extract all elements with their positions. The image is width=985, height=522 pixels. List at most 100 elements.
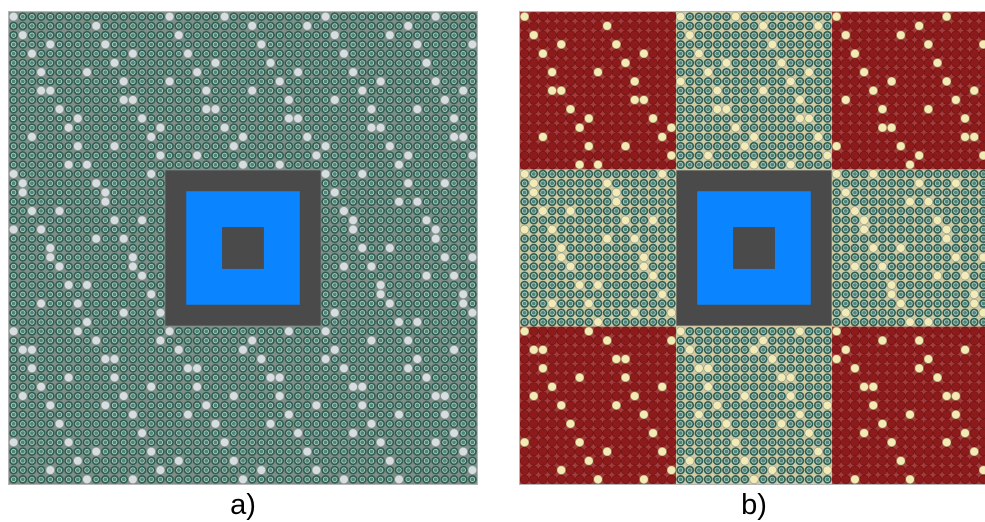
fuel-pin-core <box>433 320 438 324</box>
fuel-pin-core <box>360 227 365 232</box>
fuel-pin-core <box>406 199 410 204</box>
fuel-pin-core <box>388 107 392 111</box>
fuel-pin-core <box>360 33 365 37</box>
fuel-pin-core <box>11 33 16 37</box>
fuel-pin-core <box>149 116 154 121</box>
fuel-pin-core <box>48 70 53 74</box>
fuel-pin-core <box>360 70 365 74</box>
fuel-pin-core <box>351 329 355 334</box>
fuel-pin-core <box>342 98 346 102</box>
fuel-pin-core <box>149 264 154 269</box>
fuel-pin-core <box>195 144 199 149</box>
fuel-pin-core <box>39 172 43 176</box>
fuel-pin-core <box>103 264 108 269</box>
fuel-pin-core <box>277 347 282 352</box>
fuel-pin-core <box>415 292 420 297</box>
fuel-pin-core <box>378 70 383 74</box>
fuel-pin-core <box>176 88 181 93</box>
fuel-pin-core <box>296 329 300 334</box>
fuel-pin-core <box>461 264 466 269</box>
fuel-pin-core <box>433 181 438 186</box>
fuel-pin-light <box>247 21 257 31</box>
fuel-pin-core <box>452 209 456 213</box>
fuel-pin-core <box>232 14 236 19</box>
fuel-pin-core <box>66 70 71 74</box>
fuel-pin-core <box>424 107 429 111</box>
fuel-pin-core <box>20 144 25 149</box>
fuel-pin-core <box>232 385 236 389</box>
fuel-pin-core <box>57 61 62 65</box>
fuel-pin-core <box>424 357 429 361</box>
fuel-pin-core <box>351 273 355 278</box>
fuel-pin-core <box>443 88 447 93</box>
fuel-pin-core <box>222 329 227 334</box>
fuel-pin-core <box>167 107 172 111</box>
fuel-pin-core <box>241 107 245 111</box>
fuel-pin-light <box>109 372 120 383</box>
fuel-pin-core <box>351 246 355 250</box>
fuel-pin-core <box>112 24 117 28</box>
fuel-pin-core <box>397 125 401 130</box>
fuel-pin-light <box>449 345 459 355</box>
fuel-pin-core <box>94 135 98 139</box>
fuel-pin-core <box>149 107 154 111</box>
fuel-pin-light <box>155 123 166 133</box>
fuel-pin-core <box>30 70 34 74</box>
fuel-pin-light <box>100 39 110 50</box>
fuel-pin-core <box>388 273 392 278</box>
fuel-pin-core <box>433 107 438 111</box>
fuel-pin-light <box>275 76 285 87</box>
fuel-pin-core <box>213 153 218 158</box>
fuel-pin-core <box>213 366 218 371</box>
fuel-pin-light <box>82 160 92 170</box>
fuel-pin-core <box>112 227 117 232</box>
fuel-pin-core <box>433 172 438 176</box>
fuel-pin-light <box>403 335 413 346</box>
fuel-pin-core <box>131 88 135 93</box>
fuel-pin-core <box>433 338 438 343</box>
fuel-pin-core <box>332 70 337 74</box>
fuel-pin-core <box>131 162 135 167</box>
fuel-pin-core <box>369 24 374 28</box>
fuel-pin-core <box>48 144 53 149</box>
fuel-pin-core <box>213 116 218 121</box>
fuel-pin-core <box>232 375 236 380</box>
fuel-pin-core <box>149 51 154 56</box>
fuel-pin-core <box>85 61 89 65</box>
core-layout-panel-a <box>8 11 478 485</box>
fuel-pin-core <box>20 273 25 278</box>
fuel-pin-core <box>470 88 475 93</box>
fuel-pin-core <box>443 218 447 223</box>
fuel-pin-core <box>94 255 98 260</box>
fuel-pin-core <box>342 125 346 130</box>
fuel-pin-core <box>397 366 401 371</box>
fuel-pin-core <box>94 246 98 250</box>
fuel-pin-core <box>85 310 89 315</box>
fuel-pin-core <box>424 14 429 19</box>
fuel-pin-core <box>314 88 319 93</box>
fuel-pin-core <box>424 88 429 93</box>
fuel-pin-core <box>332 42 337 47</box>
fuel-pin-core <box>85 385 89 389</box>
fuel-pin-core <box>378 190 383 195</box>
fuel-pin-core <box>131 357 135 361</box>
fuel-pin-core <box>268 144 273 149</box>
fuel-pin-core <box>433 190 438 195</box>
fuel-pin-core <box>176 153 181 158</box>
fuel-pin-core <box>332 79 337 84</box>
fuel-pin-core <box>11 246 16 250</box>
fuel-pin-core <box>369 190 374 195</box>
fuel-pin-light <box>320 12 331 22</box>
fuel-pin-core <box>360 310 365 315</box>
fuel-pin-light <box>385 141 395 151</box>
fuel-pin-light <box>54 261 65 272</box>
fuel-pin-core <box>378 264 383 269</box>
fuel-pin-core <box>305 70 310 74</box>
fuel-pin-core <box>277 24 282 28</box>
fuel-pin-core <box>131 172 135 176</box>
fuel-pin-core <box>470 135 475 139</box>
fuel-pin-core <box>213 24 218 28</box>
fuel-pin-core <box>433 329 438 334</box>
fuel-pin-core <box>30 329 34 334</box>
fuel-pin-core <box>158 329 163 334</box>
